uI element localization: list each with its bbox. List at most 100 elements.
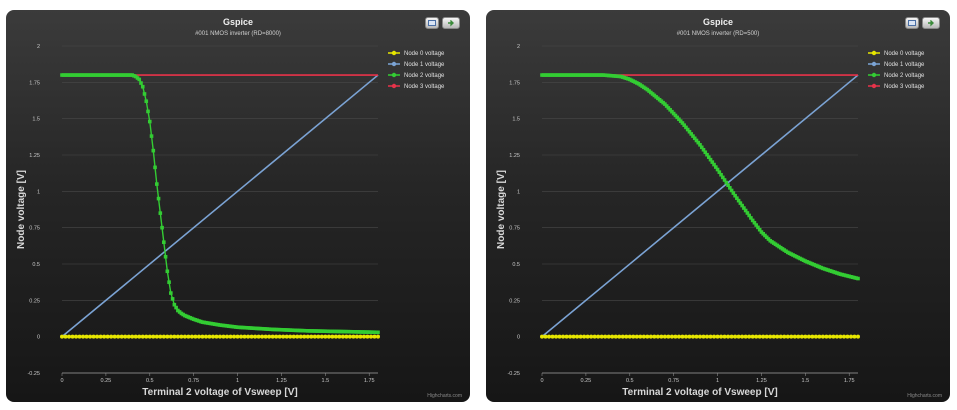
- data-point[interactable]: [689, 132, 694, 136]
- data-point[interactable]: [754, 223, 758, 227]
- data-point[interactable]: [750, 334, 755, 339]
- data-point[interactable]: [281, 334, 286, 339]
- data-point[interactable]: [827, 334, 832, 339]
- data-point[interactable]: [568, 334, 573, 339]
- data-point[interactable]: [729, 334, 734, 339]
- data-point[interactable]: [221, 334, 226, 339]
- data-point[interactable]: [596, 334, 601, 339]
- data-point[interactable]: [239, 334, 244, 339]
- data-point[interactable]: [112, 334, 117, 339]
- data-point[interactable]: [203, 334, 208, 339]
- data-point[interactable]: [834, 334, 839, 339]
- data-point[interactable]: [785, 334, 790, 339]
- data-point[interactable]: [731, 191, 736, 195]
- data-point[interactable]: [126, 334, 131, 339]
- data-point[interactable]: [715, 167, 720, 172]
- data-point[interactable]: [714, 165, 718, 169]
- series-line[interactable]: [61, 74, 379, 338]
- data-point[interactable]: [817, 334, 822, 339]
- data-point[interactable]: [617, 334, 622, 339]
- data-point[interactable]: [775, 334, 780, 339]
- data-point[interactable]: [778, 334, 783, 339]
- data-point[interactable]: [664, 104, 669, 108]
- data-point[interactable]: [691, 134, 695, 138]
- data-point[interactable]: [659, 334, 664, 339]
- data-point[interactable]: [153, 165, 157, 170]
- data-point[interactable]: [147, 119, 152, 124]
- data-point[interactable]: [235, 334, 240, 339]
- data-point[interactable]: [749, 216, 753, 220]
- data-point[interactable]: [627, 334, 632, 339]
- data-point[interactable]: [81, 334, 86, 339]
- data-point[interactable]: [690, 334, 695, 339]
- data-point[interactable]: [123, 334, 128, 339]
- data-point[interactable]: [376, 334, 380, 339]
- data-point[interactable]: [838, 334, 843, 339]
- data-point[interactable]: [752, 220, 757, 225]
- data-point[interactable]: [754, 334, 759, 339]
- data-point[interactable]: [543, 334, 548, 339]
- data-point[interactable]: [200, 334, 205, 339]
- data-point[interactable]: [119, 334, 124, 339]
- data-point[interactable]: [158, 211, 163, 215]
- data-point[interactable]: [330, 334, 335, 339]
- data-point[interactable]: [116, 334, 121, 339]
- data-point[interactable]: [735, 196, 739, 200]
- data-point[interactable]: [582, 334, 587, 339]
- print-chart-button[interactable]: [905, 17, 919, 29]
- data-point[interactable]: [708, 334, 713, 339]
- data-point[interactable]: [603, 334, 608, 339]
- data-point[interactable]: [668, 108, 672, 112]
- data-point[interactable]: [554, 334, 559, 339]
- data-point[interactable]: [168, 334, 173, 339]
- data-point[interactable]: [249, 334, 254, 339]
- data-point[interactable]: [102, 334, 107, 339]
- data-point[interactable]: [696, 140, 701, 145]
- data-point[interactable]: [154, 334, 159, 339]
- data-point[interactable]: [666, 334, 671, 339]
- data-point[interactable]: [733, 193, 737, 198]
- data-point[interactable]: [319, 334, 324, 339]
- data-point[interactable]: [726, 183, 730, 188]
- data-point[interactable]: [344, 334, 349, 339]
- data-point[interactable]: [368, 334, 373, 339]
- legend-item[interactable]: Node 1 voltage: [868, 61, 925, 68]
- data-point[interactable]: [232, 334, 237, 339]
- data-point[interactable]: [365, 334, 370, 339]
- data-point[interactable]: [698, 143, 702, 147]
- data-point[interactable]: [277, 334, 282, 339]
- data-point[interactable]: [225, 334, 230, 339]
- data-point[interactable]: [663, 102, 667, 106]
- data-point[interactable]: [717, 170, 722, 174]
- data-point[interactable]: [260, 334, 265, 339]
- data-point[interactable]: [284, 334, 289, 339]
- data-point[interactable]: [750, 218, 755, 223]
- data-point[interactable]: [263, 334, 268, 339]
- data-point[interactable]: [813, 334, 818, 339]
- data-point[interactable]: [701, 334, 706, 339]
- data-point[interactable]: [361, 334, 366, 339]
- data-point[interactable]: [740, 203, 744, 208]
- data-point[interactable]: [274, 334, 279, 339]
- data-point[interactable]: [316, 334, 321, 339]
- data-point[interactable]: [692, 136, 697, 141]
- data-point[interactable]: [694, 334, 699, 339]
- data-point[interactable]: [706, 155, 711, 159]
- data-point[interactable]: [193, 334, 198, 339]
- data-point[interactable]: [133, 334, 138, 339]
- data-point[interactable]: [312, 334, 317, 339]
- data-point[interactable]: [302, 334, 307, 339]
- data-point[interactable]: [856, 276, 860, 281]
- data-point[interactable]: [144, 334, 149, 339]
- data-point[interactable]: [137, 334, 142, 339]
- data-point[interactable]: [613, 334, 618, 339]
- data-point[interactable]: [708, 157, 713, 162]
- data-point[interactable]: [757, 227, 762, 232]
- data-point[interactable]: [242, 334, 247, 339]
- data-point[interactable]: [70, 334, 75, 339]
- data-point[interactable]: [831, 334, 836, 339]
- data-point[interactable]: [74, 334, 79, 339]
- data-point[interactable]: [761, 334, 766, 339]
- data-point[interactable]: [337, 334, 342, 339]
- data-point[interactable]: [189, 334, 194, 339]
